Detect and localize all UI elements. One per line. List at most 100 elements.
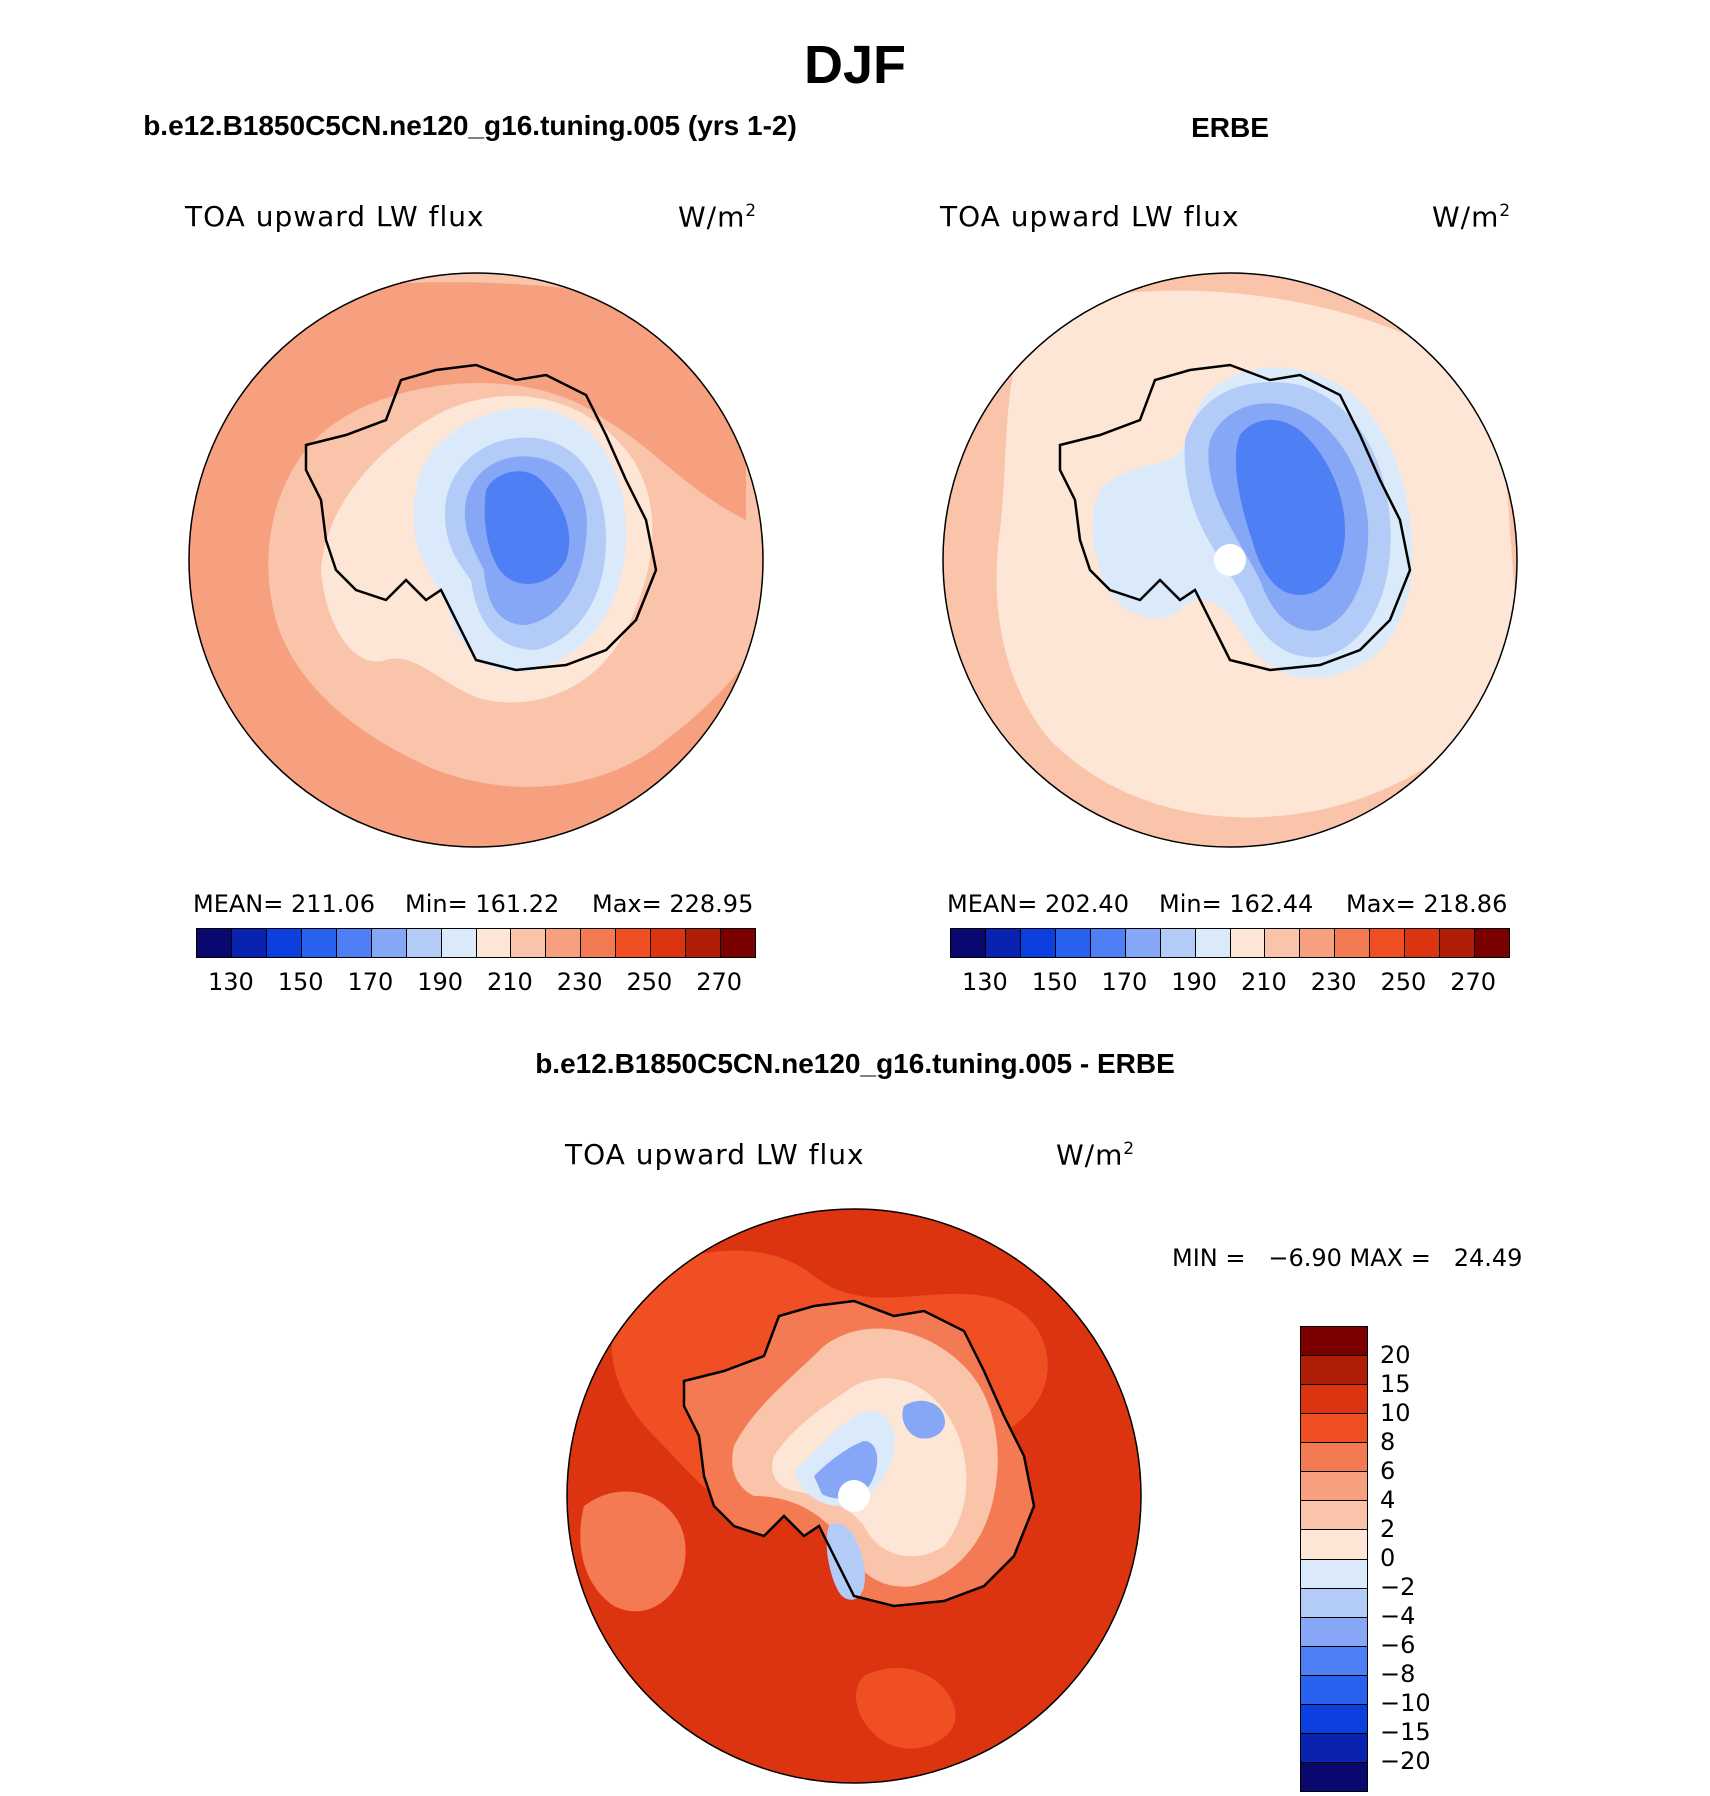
map-boundary: [188, 272, 764, 848]
colorbar-swatch: [1301, 1327, 1367, 1357]
colorbar-swatch: [1195, 929, 1231, 957]
colorbar-tick-label: 250: [1380, 968, 1427, 996]
panel-3-units: W/m2: [1056, 1138, 1136, 1172]
colorbar-swatch: [721, 929, 755, 957]
colorbar-swatch: [951, 929, 986, 957]
panel-1-variable: TOA upward LW flux: [185, 200, 485, 233]
colorbar-swatch: [1301, 1414, 1367, 1444]
colorbar-swatch: [1440, 929, 1476, 957]
colorbar-swatch: [651, 929, 687, 957]
colorbar-swatch: [1301, 1443, 1367, 1473]
colorbar-swatch: [546, 929, 582, 957]
panel-3-minmax: MIN = −6.90 MAX = 24.49: [1172, 1244, 1523, 1272]
colorbar-swatch: [301, 929, 337, 957]
colorbar-swatch: [1125, 929, 1161, 957]
panel-2-map: [942, 272, 1518, 848]
colorbar-tick-label: −10: [1380, 1689, 1431, 1717]
colorbar-swatch: [1301, 1472, 1367, 1502]
panel-2-units: W/m2: [1432, 200, 1512, 234]
colorbar-tick-label: 230: [556, 968, 603, 996]
panel-1-title: b.e12.B1850C5CN.ne120_g16.tuning.005 (yr…: [143, 110, 797, 141]
colorbar-swatch: [985, 929, 1021, 957]
colorbar-swatch: [371, 929, 407, 957]
colorbar-swatch: [1265, 929, 1301, 957]
panel-2-max: Max= 218.86: [1346, 890, 1508, 918]
panel-3-variable: TOA upward LW flux: [565, 1138, 865, 1171]
colorbar-tick-label: 170: [347, 968, 394, 996]
colorbar-tick-label: 210: [1240, 968, 1287, 996]
negative-anomaly-4-b: [902, 1400, 945, 1439]
panel-1-mean: MEAN= 211.06: [193, 890, 375, 918]
colorbar-swatch: [1301, 1559, 1367, 1589]
colorbar-tick-label: 10: [1380, 1399, 1411, 1427]
colorbar-swatch: [1300, 929, 1336, 957]
colorbar-tick-label: 2: [1380, 1515, 1396, 1543]
colorbar-tick-label: 230: [1310, 968, 1357, 996]
colorbar-tick-label: 8: [1380, 1428, 1396, 1456]
colorbar-swatch: [1055, 929, 1091, 957]
panel-2-mean: MEAN= 202.40: [947, 890, 1129, 918]
colorbar-tick-label: −2: [1380, 1573, 1416, 1601]
colorbar-swatch: [336, 929, 372, 957]
page-title: DJF: [803, 35, 906, 95]
colorbar-tick-label: 150: [277, 968, 324, 996]
positive-anomaly-6: [580, 1491, 686, 1612]
colorbar-swatch: [1301, 1588, 1367, 1618]
colorbar-swatch: [511, 929, 547, 957]
panel-2-variable: TOA upward LW flux: [940, 200, 1240, 233]
colorbar-tick-label: 190: [417, 968, 464, 996]
colorbar-swatch: [1301, 1385, 1367, 1415]
colorbar-swatch: [197, 929, 232, 957]
panel-1-units: W/m2: [678, 200, 758, 234]
colorbar-tick-label: 0: [1380, 1544, 1396, 1572]
panel-3-title: b.e12.B1850C5CN.ne120_g16.tuning.005 - E…: [535, 1048, 1175, 1079]
colorbar-swatch: [1301, 1646, 1367, 1676]
panel-2-title: ERBE: [1191, 112, 1269, 143]
panel-2-colorbar: [950, 928, 1510, 958]
colorbar-tick-label: 130: [961, 968, 1008, 996]
colorbar-swatch: [1301, 1762, 1367, 1791]
colorbar-swatch: [1301, 1617, 1367, 1647]
colorbar-tick-label: 270: [1450, 968, 1497, 996]
colorbar-tick-label: −20: [1380, 1747, 1431, 1775]
colorbar-tick-label: 150: [1031, 968, 1078, 996]
colorbar-tick-label: 130: [207, 968, 254, 996]
colorbar-tick-label: 6: [1380, 1457, 1396, 1485]
panel-1-colorbar-ticks: 130 150 170 190 210 230 250 270: [196, 968, 754, 998]
colorbar-swatch: [1301, 1501, 1367, 1531]
colorbar-tick-label: −15: [1380, 1718, 1431, 1746]
panel-3-colorbar: [1300, 1326, 1368, 1792]
map-boundary: [942, 272, 1518, 848]
colorbar-swatch: [1301, 1733, 1367, 1763]
panel-3-map: [566, 1208, 1142, 1784]
positive-anomaly-8-b: [855, 1667, 956, 1749]
colorbar-swatch: [1335, 929, 1371, 957]
colorbar-swatch: [1301, 1530, 1367, 1560]
colorbar-swatch: [1020, 929, 1056, 957]
colorbar-tick-label: −4: [1380, 1602, 1416, 1630]
panel-3-colorbar-ticks: 20 15 10 8 6 4 2 0 −2 −4 −6 −8 −10 −15 −20: [1376, 1326, 1496, 1790]
colorbar-tick-label: 210: [486, 968, 533, 996]
panel-2-colorbar-ticks: 130 150 170 190 210 230 250 270: [950, 968, 1508, 998]
colorbar-swatch: [1090, 929, 1126, 957]
coastline: [304, 363, 658, 672]
colorbar-swatch: [476, 929, 512, 957]
colorbar-tick-label: 4: [1380, 1486, 1396, 1514]
panel-2-min: Min= 162.44: [1159, 890, 1314, 918]
map-boundary: [566, 1208, 1142, 1784]
negative-anomaly-2: [826, 1523, 865, 1600]
interior-minimum: [1235, 420, 1345, 595]
colorbar-tick-label: 15: [1380, 1370, 1411, 1398]
colorbar-swatch: [616, 929, 652, 957]
panel-1-colorbar: [196, 928, 756, 958]
pole-hole: [838, 1480, 870, 1512]
colorbar-tick-label: −8: [1380, 1660, 1416, 1688]
coastline: [1058, 363, 1412, 672]
pole-hole: [1214, 544, 1246, 576]
colorbar-tick-label: 190: [1171, 968, 1218, 996]
colorbar-swatch: [231, 929, 267, 957]
panel-1-max: Max= 228.95: [592, 890, 754, 918]
colorbar-swatch: [1370, 929, 1406, 957]
colorbar-tick-label: 170: [1101, 968, 1148, 996]
coastline: [682, 1299, 1036, 1608]
